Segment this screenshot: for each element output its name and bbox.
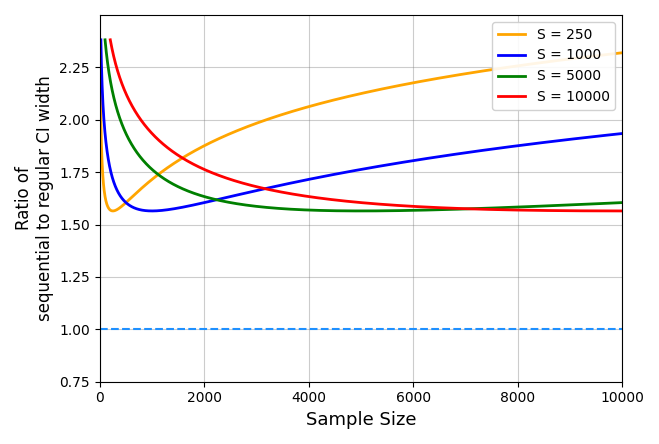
S = 1000 bbox=[552, 139, 559, 144]
S = 5000 bbox=[190, 191, 198, 196]
S = 1000 bbox=[320, 174, 328, 179]
S = 250 bbox=[156, 170, 164, 176]
S = 5000 bbox=[299, 207, 307, 213]
Legend: S = 250, S = 1000, S = 5000, S = 10000: S = 250, S = 1000, S = 5000, S = 10000 bbox=[492, 22, 615, 110]
S = 250 bbox=[187, 150, 195, 155]
Line: S = 250: S = 250 bbox=[100, 53, 622, 211]
S = 10000 bbox=[165, 146, 173, 151]
S = 1000 bbox=[97, 37, 105, 43]
S = 5000 bbox=[552, 203, 560, 208]
S = 1000 bbox=[297, 178, 305, 184]
S = 250 bbox=[96, 78, 104, 83]
S = 10000 bbox=[302, 194, 310, 199]
S = 10000 bbox=[325, 197, 333, 202]
S = 10000 bbox=[608, 208, 616, 214]
S = 250 bbox=[552, 58, 559, 63]
S = 1000 bbox=[148, 208, 156, 214]
S = 5000 bbox=[618, 200, 626, 205]
S = 10000 bbox=[195, 164, 203, 170]
S = 10000 bbox=[553, 208, 561, 213]
Y-axis label: Ratio of
sequential to regular CI width: Ratio of sequential to regular CI width bbox=[15, 75, 54, 321]
S = 5000 bbox=[101, 37, 109, 43]
S = 5000 bbox=[160, 176, 168, 181]
S = 250 bbox=[319, 100, 327, 105]
S = 5000 bbox=[608, 200, 616, 206]
S = 1000 bbox=[157, 208, 165, 213]
Line: S = 1000: S = 1000 bbox=[101, 40, 622, 211]
S = 1000 bbox=[608, 132, 616, 137]
Line: S = 10000: S = 10000 bbox=[110, 40, 622, 211]
S = 1000 bbox=[618, 131, 626, 136]
S = 1000 bbox=[187, 203, 195, 208]
S = 250 bbox=[618, 50, 626, 56]
Line: S = 5000: S = 5000 bbox=[105, 40, 622, 211]
S = 5000 bbox=[322, 208, 330, 213]
S = 250 bbox=[109, 208, 117, 214]
S = 5000 bbox=[357, 208, 365, 214]
S = 250 bbox=[297, 106, 304, 111]
X-axis label: Sample Size: Sample Size bbox=[306, 411, 416, 429]
S = 10000 bbox=[618, 208, 626, 214]
S = 10000 bbox=[106, 37, 114, 43]
S = 250 bbox=[608, 51, 616, 56]
